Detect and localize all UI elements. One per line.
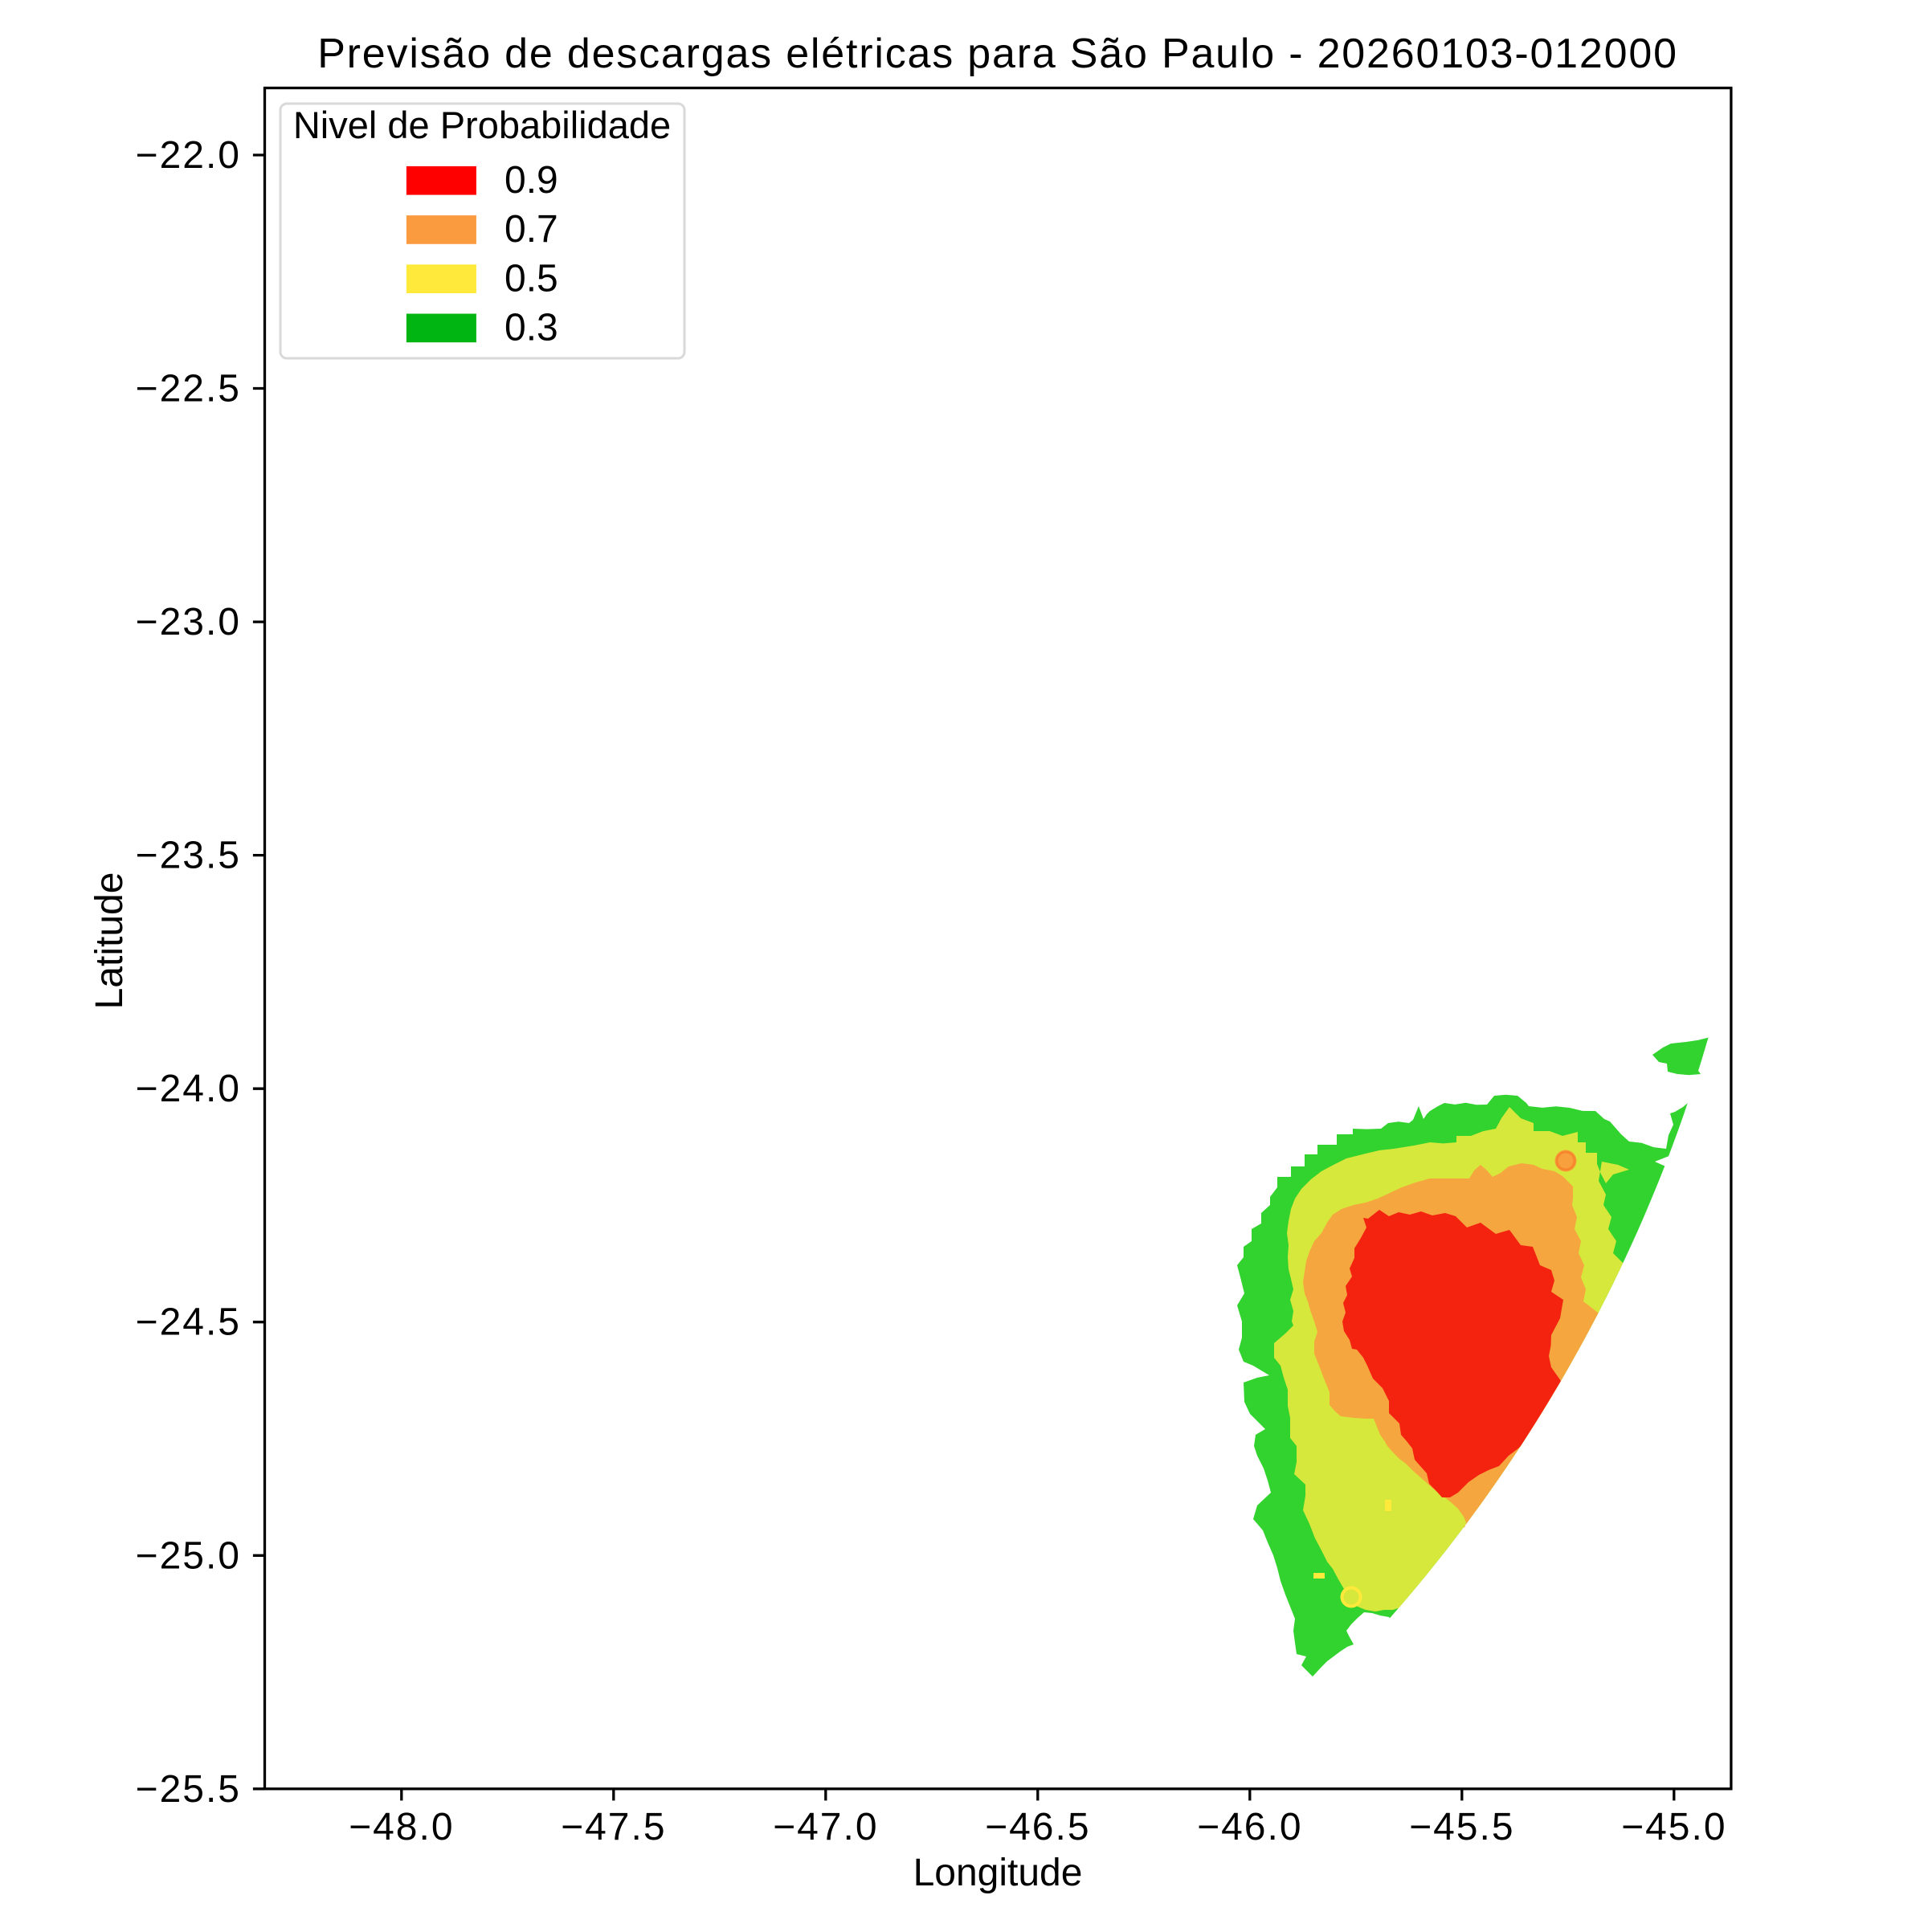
svg-text:−23.5: −23.5 [136,835,241,877]
svg-text:−46.5: −46.5 [985,1806,1090,1848]
svg-text:0.9: 0.9 [504,159,558,202]
svg-text:−23.0: −23.0 [136,601,241,643]
svg-text:−25.5: −25.5 [136,1768,241,1811]
svg-text:0.5: 0.5 [504,257,558,300]
svg-text:−45.5: −45.5 [1409,1806,1514,1848]
svg-text:−24.0: −24.0 [136,1068,241,1110]
svg-text:−47.0: −47.0 [773,1806,878,1848]
svg-text:−47.5: −47.5 [561,1806,666,1848]
svg-text:−24.5: −24.5 [136,1301,241,1344]
svg-text:−45.0: −45.0 [1621,1806,1726,1848]
svg-text:−25.0: −25.0 [136,1534,241,1577]
svg-text:−46.0: −46.0 [1197,1806,1302,1848]
svg-text:0.3: 0.3 [504,307,558,349]
svg-text:0.7: 0.7 [504,208,558,251]
svg-text:Latitude: Latitude [88,872,131,1010]
svg-text:Nivel de Probabilidade: Nivel de Probabilidade [293,104,671,146]
svg-text:−48.0: −48.0 [349,1806,454,1848]
svg-text:−22.5: −22.5 [136,368,241,410]
svg-text:−22.0: −22.0 [136,134,241,177]
svg-text:Previsão de descargas elétrica: Previsão de descargas elétricas para São… [317,31,1678,77]
svg-text:Longitude: Longitude [913,1852,1083,1894]
